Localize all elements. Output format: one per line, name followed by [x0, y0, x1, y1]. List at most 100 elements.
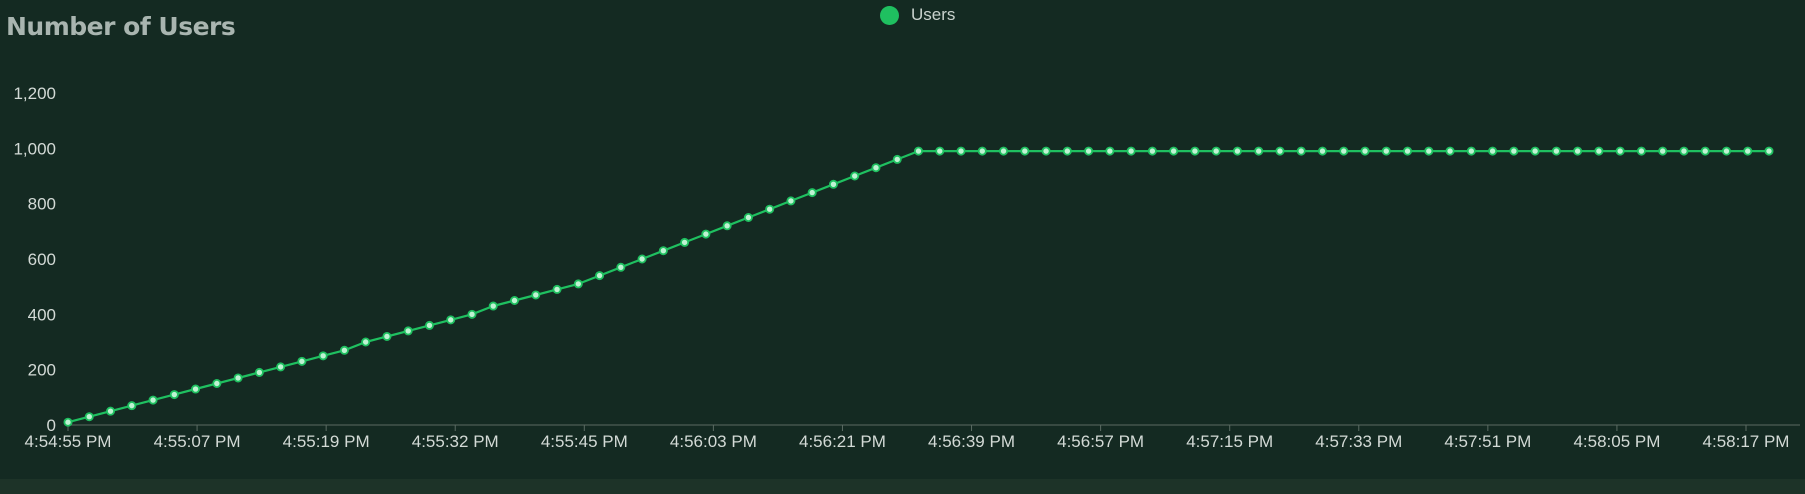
- data-point: [828, 179, 838, 189]
- data-point: [1317, 146, 1327, 156]
- legend-label-users: Users: [911, 5, 956, 24]
- x-tick-label: 4:56:21 PM: [799, 432, 886, 451]
- data-point: [233, 373, 243, 383]
- data-point: [1360, 146, 1370, 156]
- data-point: [361, 337, 371, 347]
- x-tick-label: 4:56:57 PM: [1057, 432, 1144, 451]
- y-tick-label: 1,200: [13, 84, 56, 103]
- data-point: [722, 221, 732, 231]
- data-point: [1275, 146, 1285, 156]
- data-point: [403, 326, 413, 336]
- data-point: [297, 356, 307, 366]
- data-point: [1509, 146, 1519, 156]
- data-point: [1488, 146, 1498, 156]
- data-point: [148, 395, 158, 405]
- data-point: [1721, 146, 1731, 156]
- chart-panel: Number of Users Users 0 200 400 600 800 1,000…: [6, 5, 1800, 451]
- x-tick-label: 4:57:15 PM: [1186, 432, 1273, 451]
- data-point: [1020, 146, 1030, 156]
- data-point: [1403, 146, 1413, 156]
- series-line-users: [67, 150, 1769, 424]
- data-point: [1041, 146, 1051, 156]
- data-point: [573, 279, 583, 289]
- data-point: [1084, 146, 1094, 156]
- data-point: [1254, 146, 1264, 156]
- data-point: [1232, 146, 1242, 156]
- data-point: [871, 163, 881, 173]
- data-point: [106, 406, 116, 416]
- data-point: [914, 146, 924, 156]
- data-point: [680, 237, 690, 247]
- data-point: [63, 417, 73, 427]
- data-point: [1615, 146, 1625, 156]
- data-point: [1062, 146, 1072, 156]
- data-point: [1147, 146, 1157, 156]
- legend-swatch-users: [880, 5, 899, 25]
- chart-legend[interactable]: Users: [880, 5, 955, 25]
- data-point: [1636, 146, 1646, 156]
- chart-title: Number of Users: [6, 12, 236, 41]
- data-point: [1126, 146, 1136, 156]
- data-point: [254, 367, 264, 377]
- data-point: [1211, 146, 1221, 156]
- data-point: [637, 254, 647, 264]
- data-point: [1764, 146, 1774, 156]
- data-point: [446, 315, 456, 325]
- data-point: [531, 290, 541, 300]
- y-tick-label: 1,000: [13, 139, 56, 158]
- data-point: [1743, 146, 1753, 156]
- data-point: [956, 146, 966, 156]
- data-point: [701, 229, 711, 239]
- data-point: [1658, 146, 1668, 156]
- x-tick-label: 4:56:39 PM: [928, 432, 1015, 451]
- data-point: [1573, 146, 1583, 156]
- data-point: [999, 146, 1009, 156]
- data-point: [169, 390, 179, 400]
- data-point: [382, 331, 392, 341]
- data-point: [127, 401, 137, 411]
- data-point: [892, 154, 902, 164]
- x-tick-label: 4:58:17 PM: [1703, 432, 1790, 451]
- x-tick-label: 4:58:05 PM: [1573, 432, 1660, 451]
- data-point: [807, 188, 817, 198]
- data-point: [339, 345, 349, 355]
- data-point: [1594, 146, 1604, 156]
- data-point: [552, 284, 562, 294]
- data-point: [1530, 146, 1540, 156]
- data-point: [1169, 146, 1179, 156]
- data-point: [743, 212, 753, 222]
- data-point: [84, 412, 94, 422]
- data-point: [1445, 146, 1455, 156]
- data-point: [318, 351, 328, 361]
- x-tick-label: 4:55:45 PM: [541, 432, 628, 451]
- data-point: [1551, 146, 1561, 156]
- data-point: [1296, 146, 1306, 156]
- data-point: [658, 246, 668, 256]
- data-point: [1339, 146, 1349, 156]
- data-point: [1381, 146, 1391, 156]
- data-point: [1679, 146, 1689, 156]
- x-tick-label: 4:56:03 PM: [670, 432, 757, 451]
- data-point: [424, 320, 434, 330]
- y-tick-label: 200: [28, 361, 56, 380]
- data-point: [850, 171, 860, 181]
- x-tick-label: 4:54:55 PM: [25, 432, 112, 451]
- data-point: [786, 196, 796, 206]
- data-point: [276, 362, 286, 372]
- data-point: [935, 146, 945, 156]
- x-tick-label: 4:55:32 PM: [412, 432, 499, 451]
- data-point: [1105, 146, 1115, 156]
- data-point: [467, 309, 477, 319]
- data-point: [1424, 146, 1434, 156]
- line-chart: 0 200 400 600 800 1,000 1,200 4:54:55 PM 4:55:07…: [13, 84, 1800, 451]
- y-tick-label: 0: [47, 416, 56, 435]
- data-point: [595, 271, 605, 281]
- data-point: [191, 384, 201, 394]
- y-tick-label: 400: [28, 305, 56, 324]
- y-tick-label: 800: [28, 195, 56, 214]
- data-point: [765, 204, 775, 214]
- data-point: [1190, 146, 1200, 156]
- data-point: [616, 262, 626, 272]
- data-point: [977, 146, 987, 156]
- x-tick-label: 4:55:19 PM: [283, 432, 370, 451]
